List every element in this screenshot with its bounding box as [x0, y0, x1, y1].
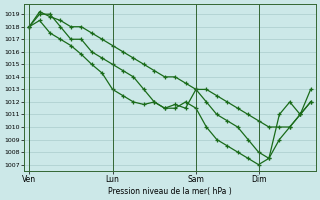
X-axis label: Pression niveau de la mer( hPa ): Pression niveau de la mer( hPa )	[108, 187, 232, 196]
